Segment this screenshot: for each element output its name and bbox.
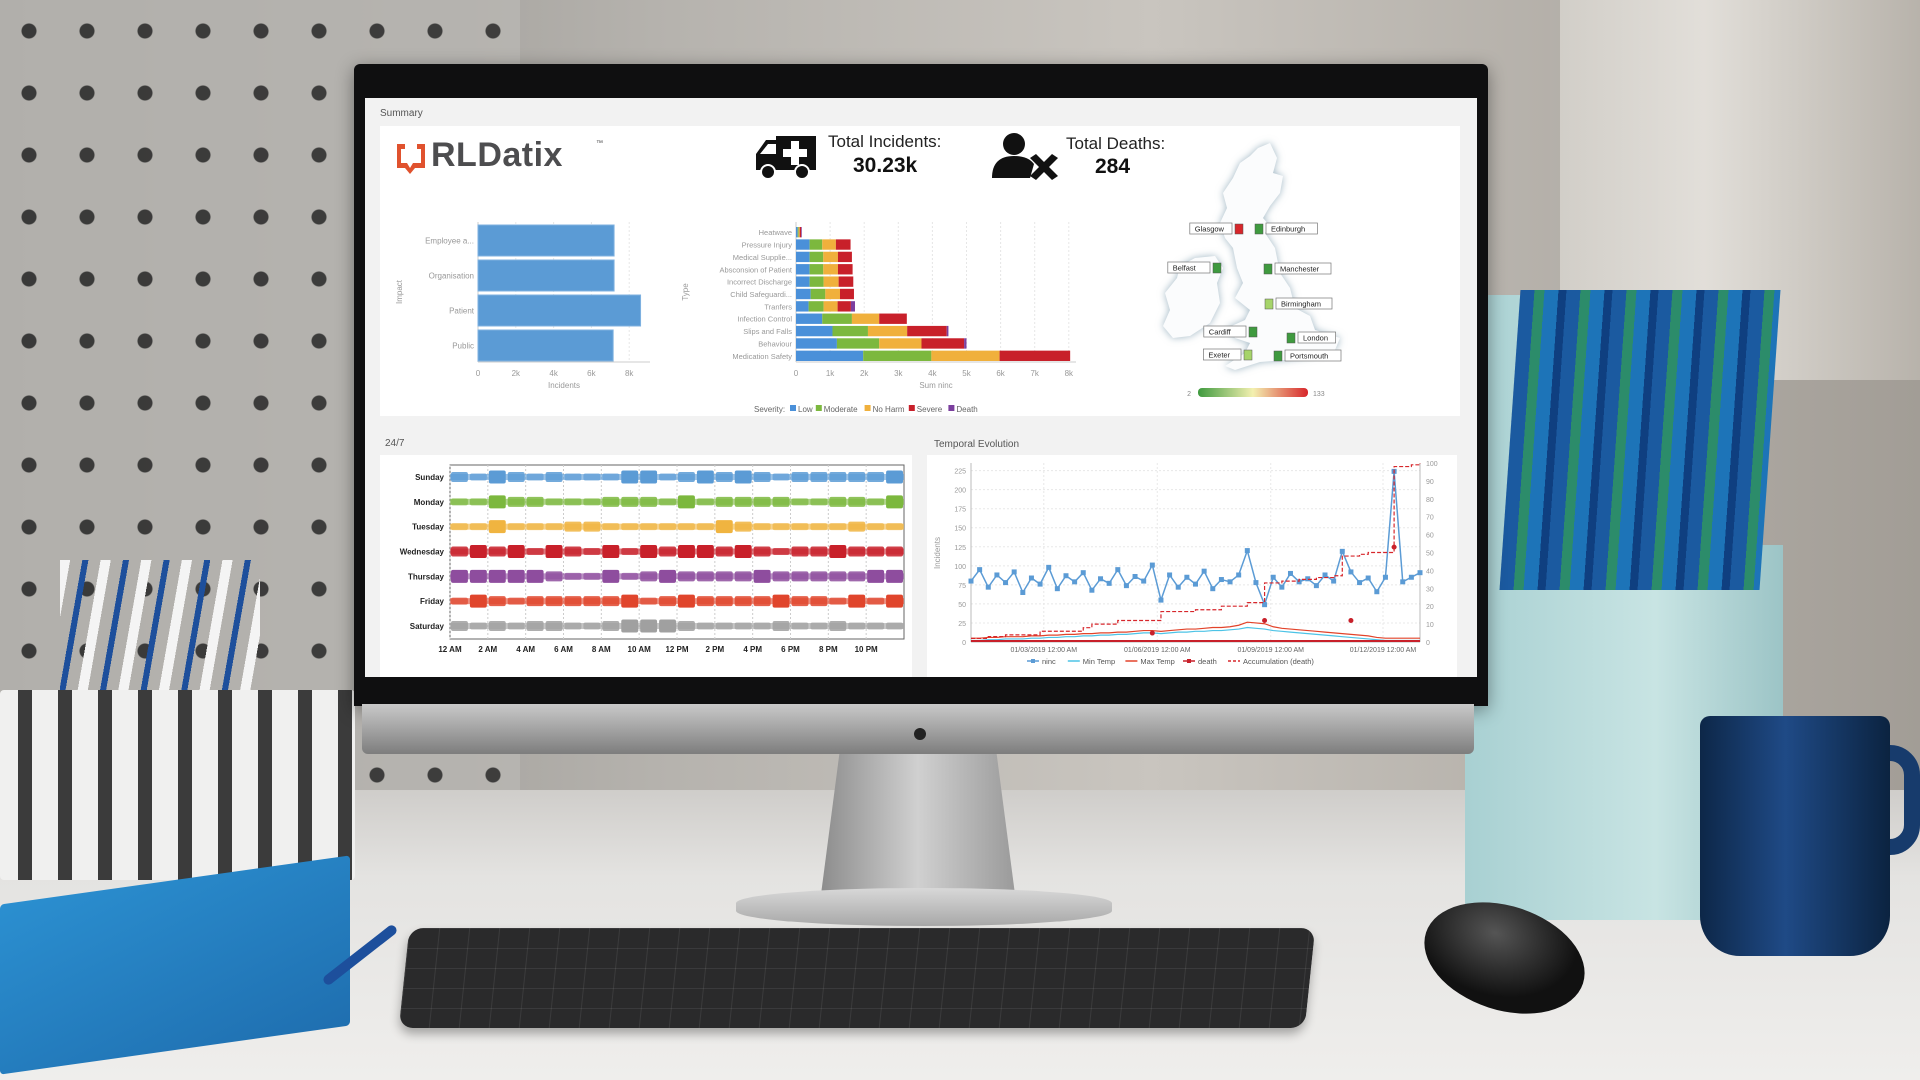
pen-holder-basket <box>0 690 355 880</box>
monitor-base <box>736 888 1112 926</box>
folders <box>1499 290 1781 590</box>
ambulance-icon <box>756 136 816 180</box>
person-x-icon <box>992 133 1058 180</box>
dashboard-screen: Summary RLDatix ™ Total Incidents: 30.23… <box>365 98 1477 677</box>
rldatix-logo[interactable]: RLDatix ™ <box>391 136 611 174</box>
temporal-panel <box>927 455 1457 677</box>
keyboard <box>398 928 1316 1028</box>
week-section-title: 24/7 <box>385 438 405 449</box>
logo-mark-icon <box>397 144 425 174</box>
mug <box>1700 716 1890 956</box>
monitor-stand <box>820 752 1016 902</box>
total-deaths-value: 284 <box>1095 155 1131 178</box>
week-panel <box>380 455 912 677</box>
pens <box>60 560 260 700</box>
total-incidents-label: Total Incidents: <box>828 132 942 151</box>
summary-title: Summary <box>380 108 423 119</box>
logo-text: RLDatix <box>431 136 563 174</box>
total-incidents-value: 30.23k <box>853 154 918 177</box>
webcam <box>914 728 926 740</box>
temporal-section-title: Temporal Evolution <box>934 439 1020 450</box>
logo-tm: ™ <box>596 140 603 147</box>
total-deaths-label: Total Deaths: <box>1066 134 1166 153</box>
